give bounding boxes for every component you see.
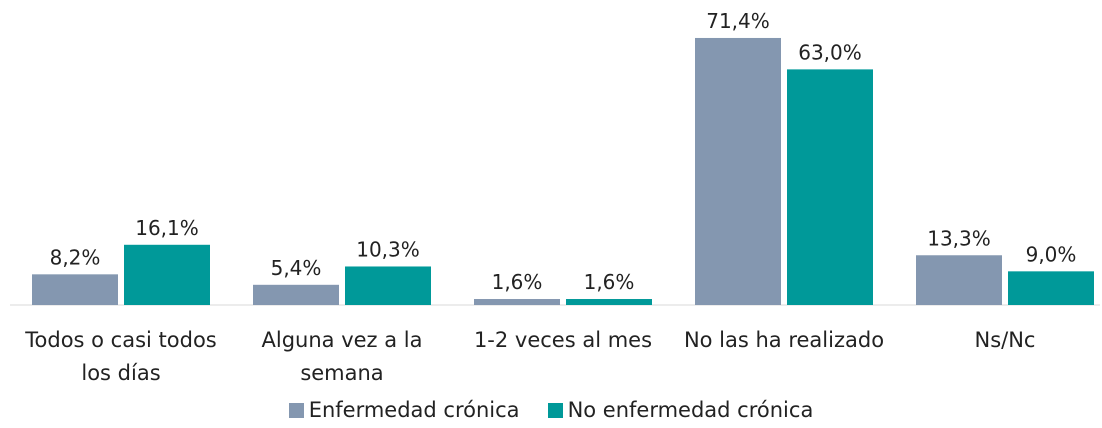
legend-item: Enfermedad crónica [288,398,520,422]
data-label: 9,0% [1026,242,1077,266]
legend-label: Enfermedad crónica [308,398,520,422]
bar [345,266,431,305]
legend-label: No enfermedad crónica [567,398,814,422]
data-label: 1,6% [492,270,543,294]
bar [695,37,781,306]
bar [253,284,339,305]
data-label: 5,4% [271,256,322,280]
legend-swatch [547,402,563,418]
x-tick-label: Alguna vez a la semana [261,328,423,385]
data-label: 1,6% [584,270,635,294]
data-label: 63,0% [798,40,862,64]
bar [32,274,118,305]
legend-item: No enfermedad crónica [547,398,814,422]
x-tick-label: 1-2 veces al mes [473,328,653,352]
bar [124,244,210,305]
data-label: 13,3% [927,226,991,250]
bar [916,255,1002,305]
x-tick-label: Todos o casi todos los días [25,328,217,385]
bar [787,69,873,305]
x-tick-label: No las ha realizado [683,328,885,352]
x-tick-label: Ns/Nc [974,328,1036,352]
bar [1008,271,1094,305]
legend-swatch [288,402,304,418]
data-label: 71,4% [706,9,770,33]
data-label: 8,2% [50,245,101,269]
data-label: 10,3% [356,237,420,261]
bar [474,299,560,305]
legend: Enfermedad crónica No enfermedad crónica [0,398,1102,423]
data-label: 16,1% [135,216,199,240]
bar [566,299,652,305]
